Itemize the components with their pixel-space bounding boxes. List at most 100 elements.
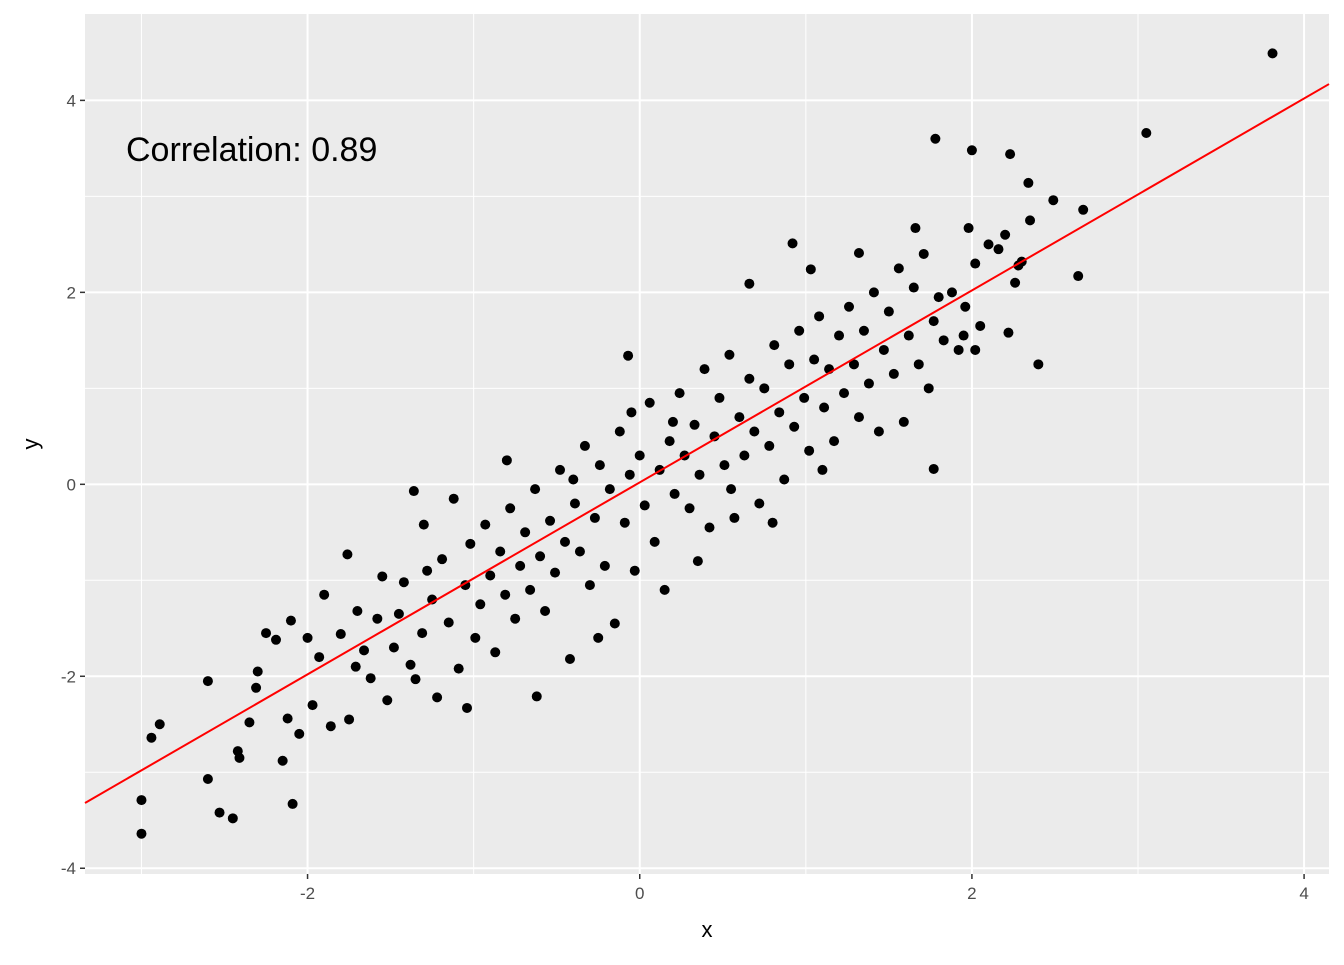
data-point xyxy=(814,311,825,322)
data-point xyxy=(787,238,798,249)
data-point xyxy=(639,500,650,511)
data-point xyxy=(674,388,685,399)
data-point xyxy=(325,721,336,732)
data-point xyxy=(659,584,670,595)
data-point xyxy=(505,503,516,514)
data-point xyxy=(759,383,770,394)
data-point xyxy=(1000,229,1011,240)
data-point xyxy=(1267,48,1278,59)
data-point xyxy=(314,652,325,663)
data-point xyxy=(692,556,703,567)
data-point xyxy=(664,436,675,447)
data-point xyxy=(495,546,506,557)
data-point xyxy=(282,713,293,724)
data-point xyxy=(307,700,318,711)
data-point xyxy=(388,642,399,653)
data-point xyxy=(938,335,949,346)
data-point xyxy=(853,247,864,258)
data-point xyxy=(365,673,376,684)
data-point xyxy=(774,407,785,418)
data-point xyxy=(574,546,585,557)
data-point xyxy=(794,325,805,336)
data-point xyxy=(485,570,496,581)
data-point xyxy=(844,301,855,312)
data-point xyxy=(319,589,330,600)
data-point xyxy=(453,663,464,674)
data-point xyxy=(251,682,262,693)
data-point xyxy=(629,565,640,576)
data-point xyxy=(888,368,899,379)
data-point xyxy=(908,282,919,293)
data-point xyxy=(335,629,346,640)
data-point xyxy=(729,512,740,523)
data-point xyxy=(928,463,939,474)
data-point xyxy=(834,330,845,341)
data-point xyxy=(789,421,800,432)
data-point xyxy=(584,580,595,591)
data-point xyxy=(749,426,760,437)
x-tick-label: -2 xyxy=(300,884,315,903)
data-point xyxy=(853,412,864,423)
data-point xyxy=(873,426,884,437)
x-axis-ticks: -2 0 2 4 xyxy=(300,874,1309,903)
data-point xyxy=(555,464,566,475)
data-point xyxy=(287,798,298,809)
y-tick-label: -2 xyxy=(61,667,76,686)
data-point xyxy=(1003,327,1014,338)
data-point xyxy=(649,536,660,547)
data-point xyxy=(408,486,419,497)
data-point xyxy=(234,752,245,763)
data-point xyxy=(739,450,750,461)
regression-line xyxy=(84,83,1330,804)
data-point xyxy=(744,373,755,384)
data-point xyxy=(623,350,634,361)
data-point xyxy=(883,306,894,317)
data-point xyxy=(448,493,459,504)
data-point xyxy=(744,278,755,289)
data-point xyxy=(893,263,904,274)
data-point xyxy=(569,498,580,509)
x-tick-label: 4 xyxy=(1299,884,1308,903)
data-point xyxy=(958,330,969,341)
data-point xyxy=(614,426,625,437)
data-point xyxy=(261,628,272,639)
data-point xyxy=(1023,177,1034,188)
data-point xyxy=(599,560,610,571)
data-point xyxy=(699,364,710,375)
data-point xyxy=(634,450,645,461)
data-point xyxy=(805,264,816,275)
data-point xyxy=(227,813,238,824)
data-point xyxy=(779,474,790,485)
data-point xyxy=(550,567,561,578)
y-tick-label: 4 xyxy=(67,91,76,110)
data-point xyxy=(393,608,404,619)
data-point xyxy=(564,654,575,664)
data-point xyxy=(983,239,994,250)
data-point xyxy=(858,325,869,336)
y-tick-label: -4 xyxy=(61,859,76,878)
data-point xyxy=(839,388,850,399)
data-point xyxy=(271,634,282,645)
data-point xyxy=(619,517,630,528)
x-tick-label: 2 xyxy=(967,884,976,903)
data-point xyxy=(624,469,635,480)
data-point xyxy=(953,344,964,355)
data-point xyxy=(418,519,429,530)
data-point xyxy=(754,498,765,509)
data-point xyxy=(829,436,840,447)
data-point xyxy=(809,354,820,365)
data-point xyxy=(626,407,637,418)
data-point xyxy=(726,484,737,495)
data-point xyxy=(930,133,941,144)
data-point xyxy=(1141,128,1152,139)
y-axis-ticks: -4 -2 0 2 4 xyxy=(61,91,85,878)
data-point xyxy=(214,807,225,818)
data-point xyxy=(382,695,393,706)
data-point xyxy=(799,392,810,403)
data-point xyxy=(244,717,255,728)
data-point xyxy=(1025,215,1036,226)
data-point xyxy=(868,287,879,298)
data-point xyxy=(694,469,705,480)
data-point xyxy=(848,359,859,370)
